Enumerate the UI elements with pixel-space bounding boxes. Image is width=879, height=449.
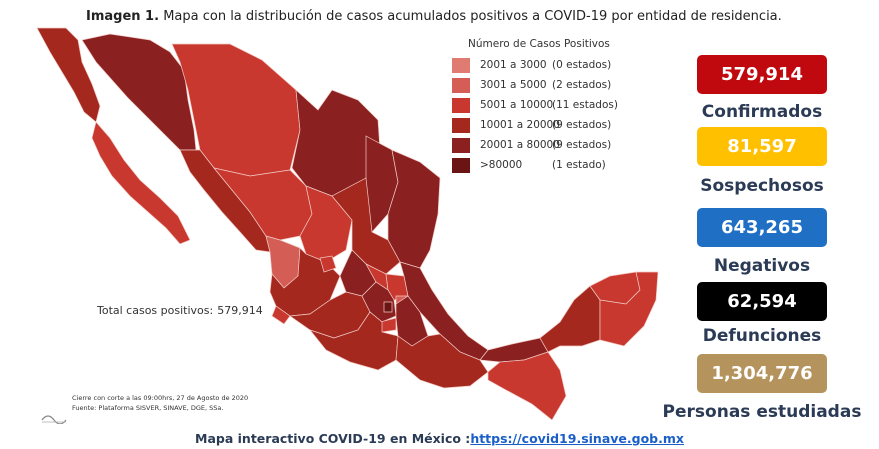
state-baja-california[interactable] <box>36 27 101 123</box>
total-cases: Total casos positivos: 579,914 <box>97 304 263 317</box>
dashboard-link[interactable]: https://covid19.sinave.gob.mx <box>470 431 684 446</box>
legend-swatch <box>452 138 470 153</box>
suspected-value: 81,597 <box>727 136 797 157</box>
state-tamaulipas[interactable] <box>387 149 441 269</box>
total-cases-value: 579,914 <box>217 304 263 317</box>
legend-title: Número de Casos Positivos <box>468 38 610 50</box>
confirmed-value: 579,914 <box>721 64 803 85</box>
state-chiapas[interactable] <box>487 351 567 421</box>
legend-swatch <box>452 158 470 173</box>
legend-count: (2 estados) <box>552 79 612 91</box>
state-baja-california-sur[interactable] <box>91 121 191 245</box>
legend-range: >80000 <box>480 159 523 171</box>
studied-value: 1,304,776 <box>711 363 813 384</box>
deaths-value-box: 62,594 <box>697 282 827 321</box>
legend-range: 3001 a 5000 <box>480 79 547 91</box>
studied-value-box: 1,304,776 <box>697 354 827 393</box>
map-caption: Imagen 1. Mapa con la distribución de ca… <box>86 9 782 24</box>
legend-swatch <box>452 78 470 93</box>
legend-swatch <box>452 118 470 133</box>
legend-swatch <box>452 58 470 73</box>
legend-range: 2001 a 3000 <box>480 59 547 71</box>
legend-swatch <box>452 98 470 113</box>
state-ciudad-de-mexico[interactable] <box>383 301 393 313</box>
legend-count: (9 estados) <box>552 119 612 131</box>
negative-value-box: 643,265 <box>697 208 827 247</box>
confirmed-value-box: 579,914 <box>697 55 827 94</box>
legend-range: 10001 a 20000 <box>480 119 560 131</box>
confirmed-label: Confirmados <box>701 102 823 122</box>
total-cases-label: Total casos positivos: <box>97 304 214 317</box>
caption-text: Mapa con la distribución de casos acumul… <box>163 9 782 24</box>
legend-count: (9 estados) <box>552 139 612 151</box>
deaths-label: Defunciones <box>702 326 822 346</box>
legend-range: 20001 a 80000 <box>480 139 560 151</box>
negative-value: 643,265 <box>721 217 803 238</box>
state-guerrero[interactable] <box>308 311 399 371</box>
legend-count: (0 estados) <box>552 59 612 71</box>
legend-count: (11 estados) <box>552 99 618 111</box>
wave-logo-icon <box>41 415 67 424</box>
footer-text: Mapa interactivo COVID-19 en México : <box>195 431 471 446</box>
suspected-label: Sospechosos <box>700 176 824 196</box>
data-cutoff-note: Cierre con corte a las 09:00hrs, 27 de A… <box>72 393 248 413</box>
state-san-luis-potosi[interactable] <box>331 177 401 275</box>
studied-label: Personas estudiadas <box>662 402 862 422</box>
deaths-value: 62,594 <box>727 291 797 312</box>
footer: Mapa interactivo COVID-19 en México :htt… <box>0 431 879 446</box>
state-aguascalientes[interactable] <box>319 255 337 273</box>
state-quintana-roo[interactable] <box>599 271 659 347</box>
caption-label: Imagen 1. <box>86 9 160 24</box>
legend-count: (1 estado) <box>552 159 606 171</box>
suspected-value-box: 81,597 <box>697 127 827 166</box>
state-campeche[interactable] <box>539 285 601 353</box>
state-colima[interactable] <box>271 305 291 325</box>
source-line: Fuente: Plataforma SISVER, SINAVE, DGE, … <box>72 404 224 412</box>
state-oaxaca[interactable] <box>395 333 489 389</box>
negative-label: Negativos <box>713 256 811 276</box>
legend-range: 5001 a 10000 <box>480 99 554 111</box>
cutoff-line: Cierre con corte a las 09:00hrs, 27 de A… <box>72 394 249 402</box>
